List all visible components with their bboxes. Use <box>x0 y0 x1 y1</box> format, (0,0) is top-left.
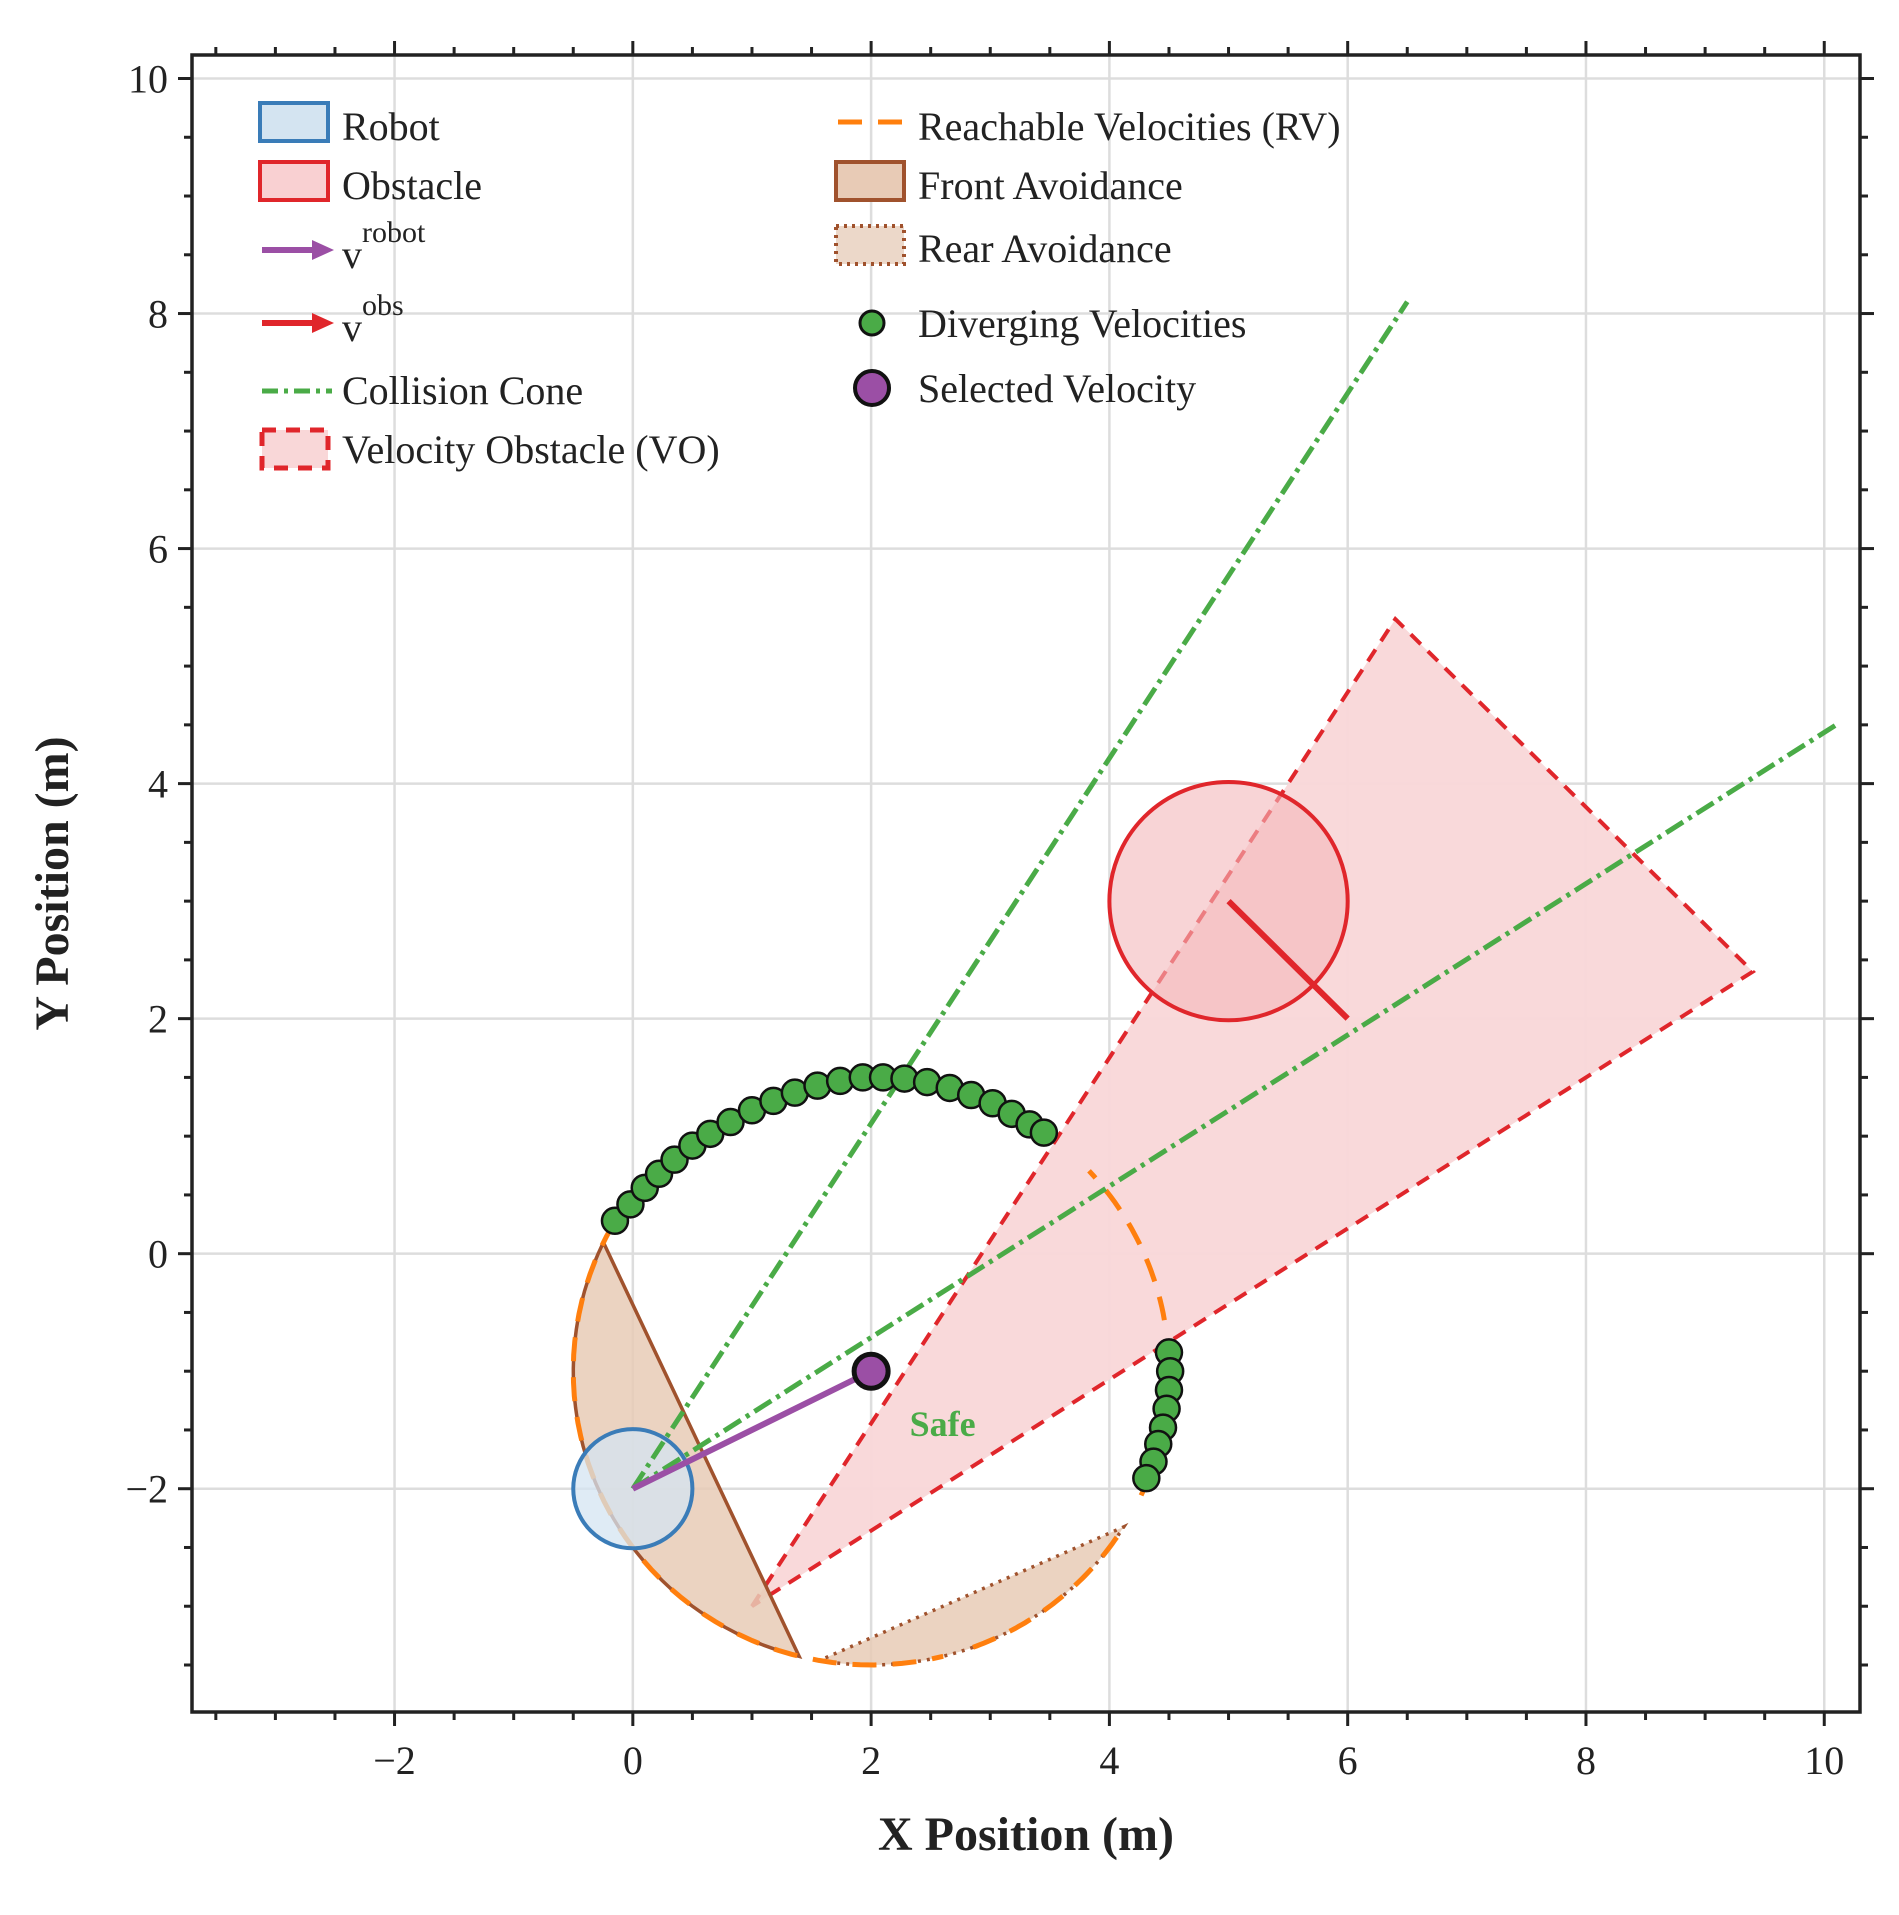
diverging-velocity-point <box>716 1107 745 1137</box>
legend-cone-label: Collision Cone <box>342 368 583 413</box>
legend-front-label: Front Avoidance <box>918 163 1183 208</box>
legend-obstacle-label: Obstacle <box>342 163 482 208</box>
legend-v-obs-label: vobs <box>342 289 404 350</box>
y-tick-label: 4 <box>148 762 168 807</box>
velocity-obstacle-region <box>750 615 1756 1608</box>
legend-v-obs-base: v <box>342 305 362 350</box>
legend-v-robot-base: v <box>342 232 362 277</box>
y-tick-label: 10 <box>128 57 168 102</box>
axes: −2 0 2 4 6 8 10 −2 0 2 4 6 8 10 <box>125 41 1874 1783</box>
x-tick-label: 2 <box>861 1738 881 1783</box>
annotation-safe: Safe <box>910 1404 976 1444</box>
x-tick-label: 10 <box>1804 1738 1844 1783</box>
legend-rear-label: Rear Avoidance <box>918 226 1172 271</box>
legend-obstacle-swatch <box>258 160 330 202</box>
legend-v-obs-arrowhead-icon <box>312 313 334 333</box>
legend-diverging-marker-icon <box>858 309 886 337</box>
y-tick-label: 6 <box>148 527 168 572</box>
x-axis-label: X Position (m) <box>878 1808 1174 1861</box>
y-tick-label: 2 <box>148 997 168 1042</box>
rear-avoidance-region <box>813 1522 1129 1667</box>
legend-robot-label: Robot <box>342 104 440 149</box>
reachable-velocities-arc <box>1087 1169 1167 1321</box>
x-tick-label: −2 <box>373 1738 416 1783</box>
legend-diverging-label: Diverging Velocities <box>918 301 1246 346</box>
y-tick-label: 8 <box>148 292 168 337</box>
plot-shapes: Safe <box>570 300 1838 1668</box>
diverging-velocity-point <box>1132 1463 1161 1493</box>
legend-selected-label: Selected Velocity <box>918 366 1196 411</box>
collision-cone-edge-2 <box>631 722 1838 1491</box>
legend-v-robot-label: vrobot <box>342 216 426 277</box>
y-tick-label: −2 <box>125 1467 168 1512</box>
x-tick-label: 4 <box>1099 1738 1119 1783</box>
legend: Robot Obstacle vrobot vobs Collision Con… <box>258 101 1341 472</box>
legend-v-robot-sup: robot <box>362 216 426 249</box>
diverging-velocity-point <box>1029 1118 1059 1147</box>
legend-selected-marker-icon <box>853 369 891 407</box>
collision-cone-edge-1 <box>630 300 1410 1491</box>
selected-velocity-point <box>851 1351 891 1391</box>
legend-rv-label: Reachable Velocities (RV) <box>918 104 1341 149</box>
x-tick-label: 8 <box>1576 1738 1596 1783</box>
legend-rear-swatch <box>834 224 906 266</box>
v-obs-vector <box>1226 898 1350 1021</box>
y-tick-label: 0 <box>148 1232 168 1277</box>
reachable-velocities-arc <box>972 1529 1123 1650</box>
legend-robot-swatch <box>258 101 330 143</box>
y-axis-label: Y Position (m) <box>26 736 79 1030</box>
legend-v-obs-sup: obs <box>362 289 404 322</box>
legend-vo-swatch <box>259 427 331 471</box>
legend-front-swatch <box>834 160 906 202</box>
x-tick-label: 6 <box>1338 1738 1358 1783</box>
legend-v-robot-arrowhead-icon <box>312 240 334 260</box>
x-tick-label: 0 <box>623 1738 643 1783</box>
legend-vo-label: Velocity Obstacle (VO) <box>342 427 720 472</box>
plot-frame <box>190 53 1862 1714</box>
reachable-velocities-arc <box>570 1223 944 1668</box>
v-robot-vector <box>631 1368 873 1492</box>
